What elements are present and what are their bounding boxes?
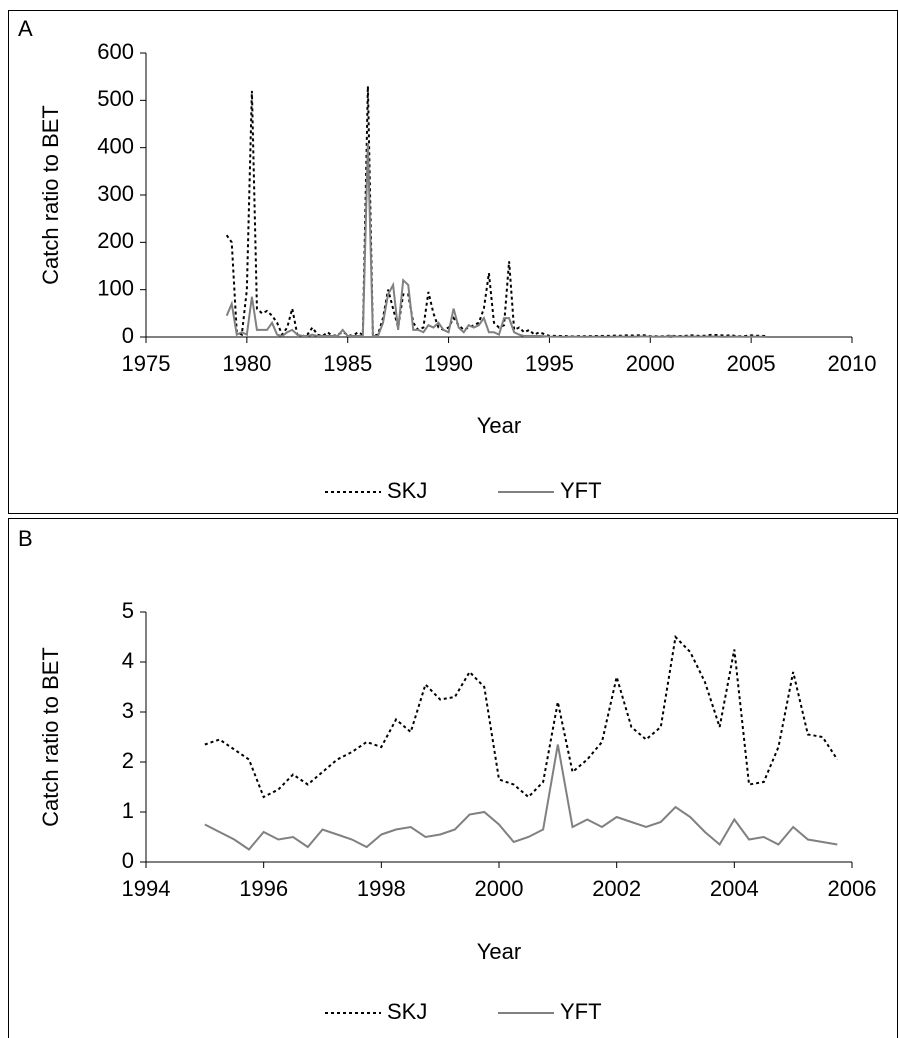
- x-tick-label: 2000: [626, 351, 675, 376]
- y-tick-label: 600: [97, 39, 134, 64]
- y-tick-label: 1: [122, 798, 134, 823]
- y-tick-label: 0: [122, 848, 134, 873]
- legend-label: YFT: [560, 999, 602, 1024]
- x-tick-label: 1998: [357, 876, 406, 901]
- x-tick-label: 2002: [592, 876, 641, 901]
- x-axis-label: Year: [477, 413, 521, 438]
- panel-frame: [8, 10, 898, 514]
- legend-label: SKJ: [387, 478, 427, 503]
- panel-label: B: [18, 526, 33, 551]
- series-line: [204, 744, 838, 851]
- panel-frame: [8, 518, 898, 1038]
- y-tick-label: 300: [97, 181, 134, 206]
- legend-label: SKJ: [387, 999, 427, 1024]
- x-tick-label: 2006: [828, 876, 877, 901]
- legend-label: YFT: [560, 478, 602, 503]
- y-axis-label: Catch ratio to BET: [38, 647, 63, 827]
- x-tick-label: 1995: [525, 351, 574, 376]
- y-tick-label: 0: [122, 323, 134, 348]
- y-tick-label: 100: [97, 275, 134, 300]
- y-tick-label: 5: [122, 598, 134, 623]
- x-tick-label: 1985: [323, 351, 372, 376]
- x-tick-label: 1994: [122, 876, 171, 901]
- y-tick-label: 500: [97, 86, 134, 111]
- y-axis-label: Catch ratio to BET: [38, 105, 63, 285]
- series-line: [225, 86, 767, 338]
- y-tick-label: 400: [97, 133, 134, 158]
- x-tick-label: 2005: [727, 351, 776, 376]
- x-axis-label: Year: [477, 939, 521, 964]
- x-tick-label: 2000: [475, 876, 524, 901]
- x-tick-label: 1996: [239, 876, 288, 901]
- x-tick-label: 1980: [222, 351, 271, 376]
- x-tick-label: 2004: [710, 876, 759, 901]
- y-tick-label: 2: [122, 748, 134, 773]
- x-tick-label: 2010: [828, 351, 877, 376]
- series-line: [204, 634, 839, 799]
- series-line: [225, 142, 767, 338]
- x-tick-label: 1990: [424, 351, 473, 376]
- y-tick-label: 3: [122, 698, 134, 723]
- y-tick-label: 200: [97, 228, 134, 253]
- y-tick-label: 4: [122, 648, 134, 673]
- x-tick-label: 1975: [122, 351, 171, 376]
- panel-label: A: [18, 16, 33, 41]
